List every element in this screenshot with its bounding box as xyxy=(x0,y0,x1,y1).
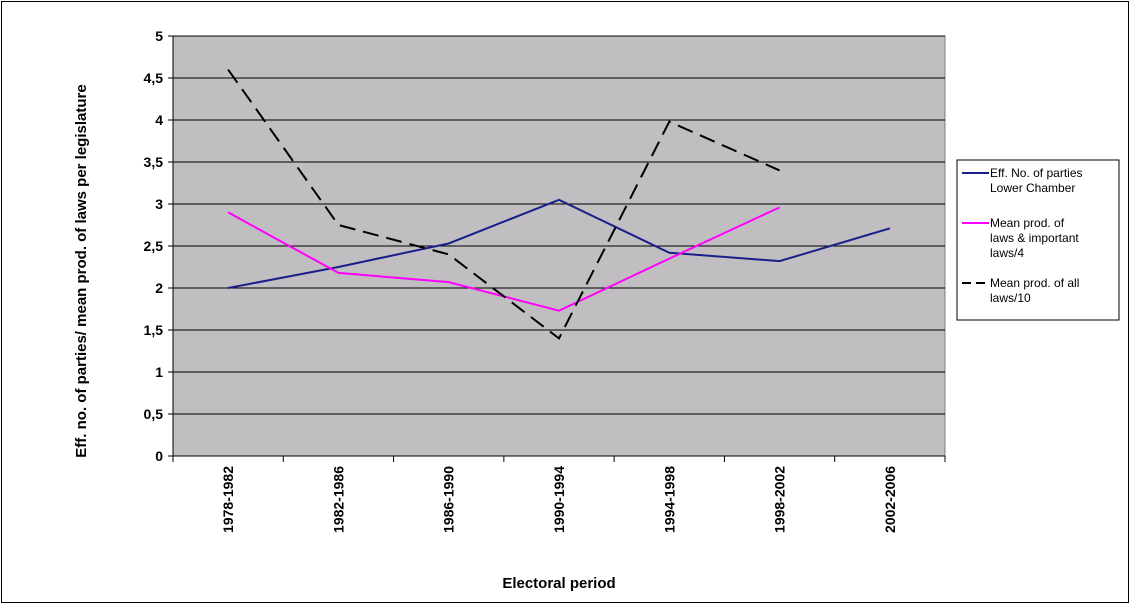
x-axis-ticks: 1978-1982 1982-1986 1986-1990 1990-1994 1994… xyxy=(172,456,946,533)
y-tick-label: 0 xyxy=(155,448,163,464)
legend-label: Mean prod. of all xyxy=(990,276,1079,290)
x-tick-label: 2002-2006 xyxy=(882,466,898,533)
x-tick-label: 1982-1986 xyxy=(330,466,346,533)
y-tick-label: 2,5 xyxy=(144,238,164,254)
legend-label: Eff. No. of parties xyxy=(990,166,1083,180)
series-line-3 xyxy=(227,69,780,340)
x-tick-label: 1986-1990 xyxy=(441,466,457,533)
x-tick-label: 1978-1982 xyxy=(220,466,236,533)
legend-label: laws/10 xyxy=(990,291,1031,305)
x-tick-label: 1994-1998 xyxy=(661,466,677,533)
y-tick-label: 4,5 xyxy=(144,70,164,86)
y-tick-label: 4 xyxy=(155,112,163,128)
legend-box xyxy=(956,159,1120,321)
legend-label: laws & important xyxy=(990,231,1079,245)
y-tick-label: 0,5 xyxy=(144,406,164,422)
legend-label: laws/4 xyxy=(990,246,1024,260)
x-axis-title: Electoral period xyxy=(502,575,615,592)
y-tick-label: 3,5 xyxy=(144,154,164,170)
legend-label: Mean prod. of xyxy=(990,216,1065,230)
grid-lines xyxy=(173,35,945,415)
y-tick-label: 1 xyxy=(155,364,163,380)
y-tick-label: 3 xyxy=(155,196,163,212)
x-tick-label: 1998-2002 xyxy=(772,466,788,533)
y-axis-ticks: 0 0,5 1 1,5 2 2,5 3 3,5 4 4,5 5 xyxy=(144,28,173,464)
legend-label: Lower Chamber xyxy=(990,181,1075,195)
y-tick-label: 2 xyxy=(155,280,163,296)
series-lines xyxy=(227,69,891,340)
y-axis-title: Eff. no. of parties/ mean prod. of laws … xyxy=(73,84,90,457)
y-tick-label: 5 xyxy=(155,28,163,44)
y-tick-label: 1,5 xyxy=(144,322,164,338)
series-line-1 xyxy=(227,198,891,289)
x-tick-label: 1990-1994 xyxy=(551,466,567,533)
